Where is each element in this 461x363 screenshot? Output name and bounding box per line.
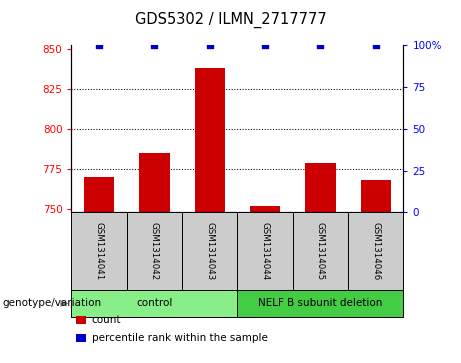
Text: genotype/variation: genotype/variation [2, 298, 101, 309]
Text: GSM1314042: GSM1314042 [150, 222, 159, 281]
Bar [71, 290, 237, 317]
Point [372, 42, 379, 48]
Point [206, 42, 213, 48]
Text: control: control [136, 298, 172, 309]
Text: GSM1314046: GSM1314046 [371, 222, 380, 281]
Bar [348, 212, 403, 290]
Polygon shape [60, 300, 69, 307]
Bar [127, 212, 182, 290]
Bar [139, 153, 170, 212]
Bar [237, 212, 293, 290]
Point [151, 42, 158, 48]
Text: GSM1314044: GSM1314044 [260, 222, 270, 281]
Text: count: count [92, 315, 121, 325]
Bar [361, 180, 391, 212]
Text: GSM1314043: GSM1314043 [205, 222, 214, 281]
Bar [305, 163, 336, 212]
Bar [195, 68, 225, 212]
Bar [293, 212, 348, 290]
Point [261, 42, 269, 48]
Bar [71, 212, 127, 290]
Point [95, 42, 103, 48]
Bar [250, 206, 280, 212]
Bar [182, 212, 237, 290]
Text: GSM1314045: GSM1314045 [316, 222, 325, 281]
Bar [237, 290, 403, 317]
Text: GDS5302 / ILMN_2717777: GDS5302 / ILMN_2717777 [135, 12, 326, 28]
Text: percentile rank within the sample: percentile rank within the sample [92, 333, 268, 343]
Point [317, 42, 324, 48]
Bar [84, 177, 114, 212]
Text: GSM1314041: GSM1314041 [95, 222, 104, 281]
Text: NELF B subunit deletion: NELF B subunit deletion [258, 298, 383, 309]
